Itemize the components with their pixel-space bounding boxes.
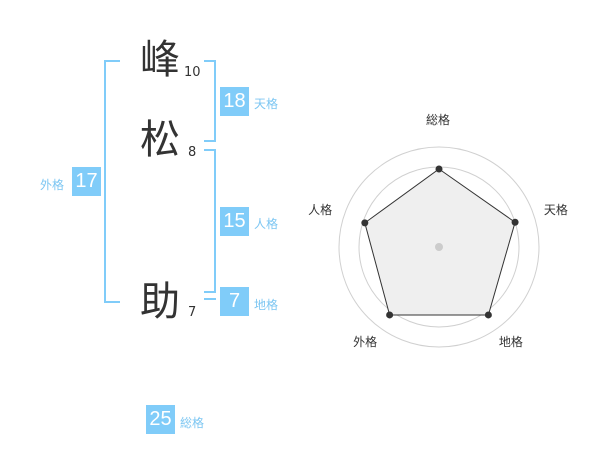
radar-ring — [338, 146, 540, 348]
radar-point — [386, 311, 394, 319]
jinkaku-bracket — [204, 149, 216, 293]
tenkaku-label: 天格 — [254, 97, 279, 111]
radar-point — [511, 218, 519, 226]
name-char-2: 松 — [140, 117, 180, 163]
radar-axis-label: 天格 — [543, 202, 568, 217]
stroke-count-1: 10 — [184, 65, 201, 80]
radar-polygon — [364, 168, 516, 316]
name-char-1: 峰 — [140, 37, 180, 83]
jinkaku-label: 人格 — [254, 217, 279, 231]
soukaku-value: 25 — [146, 405, 175, 434]
gaikaku-label: 外格 — [40, 178, 65, 192]
radar-point — [435, 165, 443, 173]
radar-axis-label: 外格 — [353, 335, 378, 350]
name-char-3: 助 — [140, 279, 180, 325]
radar-point — [484, 311, 492, 319]
jinkaku-value: 15 — [220, 207, 249, 236]
radar-axis-label: 総格 — [426, 113, 451, 127]
tenkaku-bracket — [204, 60, 216, 142]
chikaku-label: 地格 — [254, 298, 279, 312]
gaikaku-value: 17 — [72, 167, 101, 196]
radar-axis-label: 地格 — [498, 335, 523, 350]
radar-point — [361, 219, 369, 227]
radar-center — [435, 243, 443, 251]
tenkaku-value: 18 — [220, 87, 249, 116]
stroke-count-2: 8 — [188, 145, 197, 160]
stroke-count-3: 7 — [188, 305, 197, 320]
chikaku-value: 7 — [220, 287, 249, 316]
soukaku-label: 総格 — [180, 416, 205, 430]
gaikaku-bracket — [104, 60, 120, 303]
chikaku-bracket — [204, 298, 216, 300]
radar-axis-label: 人格 — [308, 202, 333, 217]
